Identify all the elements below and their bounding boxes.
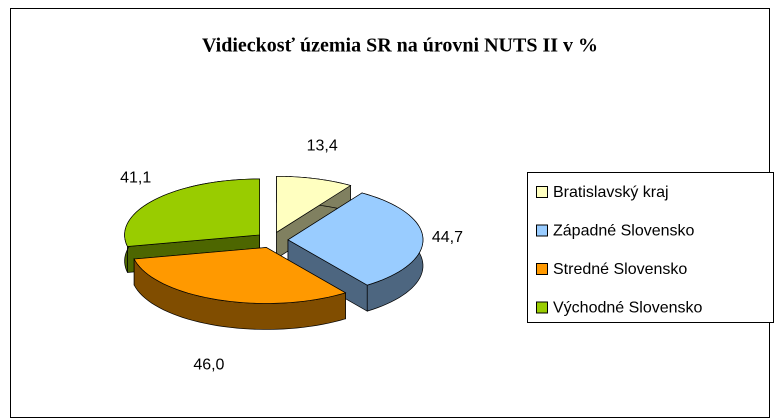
legend-swatch bbox=[536, 301, 548, 314]
legend-swatch bbox=[536, 224, 548, 237]
data-label: 13,4 bbox=[307, 137, 338, 154]
legend-box bbox=[527, 172, 774, 323]
slice-top bbox=[276, 175, 352, 233]
legend-swatch bbox=[536, 186, 548, 198]
legend-swatch bbox=[536, 263, 548, 275]
slice-top bbox=[124, 178, 260, 247]
pie-slice bbox=[287, 192, 424, 312]
chart-title: Vidieckosť územia SR na úrovni NUTS II v… bbox=[202, 35, 598, 57]
pie-slice bbox=[133, 246, 347, 330]
slice-top bbox=[287, 192, 424, 286]
legend-label: Bratislavský kraj bbox=[553, 184, 669, 201]
legend-label: Stredné Slovensko bbox=[553, 261, 687, 278]
slice-top bbox=[133, 247, 347, 304]
legend-label: Západné Slovensko bbox=[553, 223, 695, 240]
data-label: 44,7 bbox=[432, 229, 463, 246]
legend-label: Východné Slovensko bbox=[553, 300, 703, 317]
data-label: 46,0 bbox=[193, 357, 224, 374]
data-label: 41,1 bbox=[120, 169, 151, 186]
